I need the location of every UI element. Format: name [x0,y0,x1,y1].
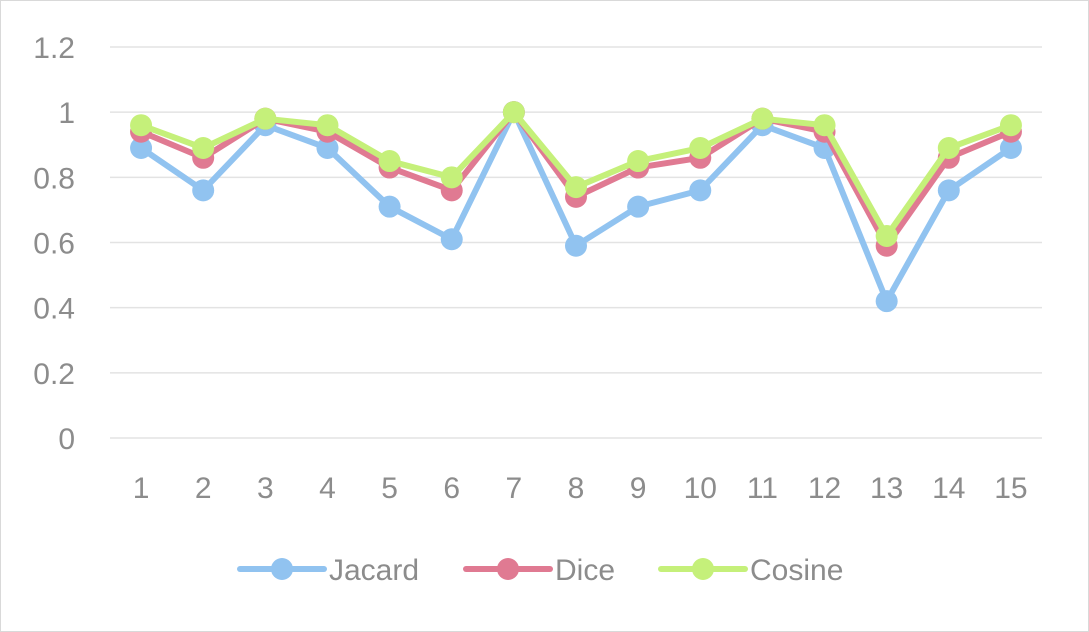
x-tick-label: 1 [133,472,150,505]
data-point-cosine [502,101,525,124]
y-tick-label: 0.4 [33,293,75,326]
x-tick-label: 9 [630,472,647,505]
x-tick-label: 4 [319,472,336,505]
x-tick-label: 8 [568,472,585,505]
y-tick-label: 1.2 [33,32,75,65]
x-axis-tick-labels: 1 2 3 4 5 6 7 8 9 10 11 12 13 14 15 [133,472,1028,505]
data-point-cosine [440,166,463,189]
x-tick-label: 6 [443,472,460,505]
x-tick-label: 15 [994,472,1027,505]
legend-label: Cosine [750,554,843,587]
data-point-jacard [192,179,215,202]
legend-label: Dice [555,554,615,587]
data-point-jacard [440,228,463,251]
data-point-jacard [875,290,898,313]
legend-item-cosine: Cosine [658,554,843,587]
data-point-jacard [130,137,153,160]
y-tick-label: 0 [58,423,75,456]
data-point-cosine [999,114,1022,137]
x-tick-label: 2 [195,472,212,505]
data-point-cosine [751,107,774,130]
data-point-cosine [565,176,587,199]
data-point-jacard [689,179,712,202]
data-point-cosine [130,114,153,137]
y-tick-label: 1 [58,97,75,130]
y-axis-tick-labels: 0 0.2 0.4 0.6 0.8 1 1.2 [33,32,75,456]
data-point-cosine [316,114,339,137]
data-point-jacard [937,179,960,202]
y-tick-label: 0.6 [33,228,75,261]
x-tick-label: 5 [381,472,398,505]
data-point-jacard [565,234,587,257]
x-tick-label: 12 [808,472,841,505]
series-cosine [130,101,1022,247]
x-tick-label: 14 [932,472,965,505]
data-point-cosine [254,107,277,130]
y-tick-label: 0.8 [33,162,75,195]
data-point-jacard [999,137,1022,160]
data-point-cosine [627,150,650,173]
legend-label: Jacard [329,554,419,587]
y-tick-label: 0.2 [33,358,75,391]
data-point-jacard [378,195,401,218]
data-point-cosine [192,137,215,160]
data-point-cosine [378,150,401,173]
x-tick-label: 11 [747,472,778,505]
data-point-jacard [316,137,339,160]
legend-swatch-marker [497,558,519,580]
x-tick-label: 7 [506,472,523,505]
x-tick-label: 10 [684,472,717,505]
x-tick-label: 3 [257,472,274,505]
legend-swatch-marker [692,558,714,580]
legend-item-dice: Dice [463,554,615,587]
legend-item-jacard: Jacard [237,554,419,587]
series-lines [130,101,1022,313]
data-point-jacard [627,195,650,218]
data-point-cosine [689,137,712,160]
legend-swatch-marker [271,558,293,580]
data-point-cosine [937,137,960,160]
x-tick-label: 13 [870,472,903,505]
data-point-cosine [813,114,836,137]
legend: Jacard Dice Cosine [237,554,843,587]
data-point-cosine [875,224,898,247]
